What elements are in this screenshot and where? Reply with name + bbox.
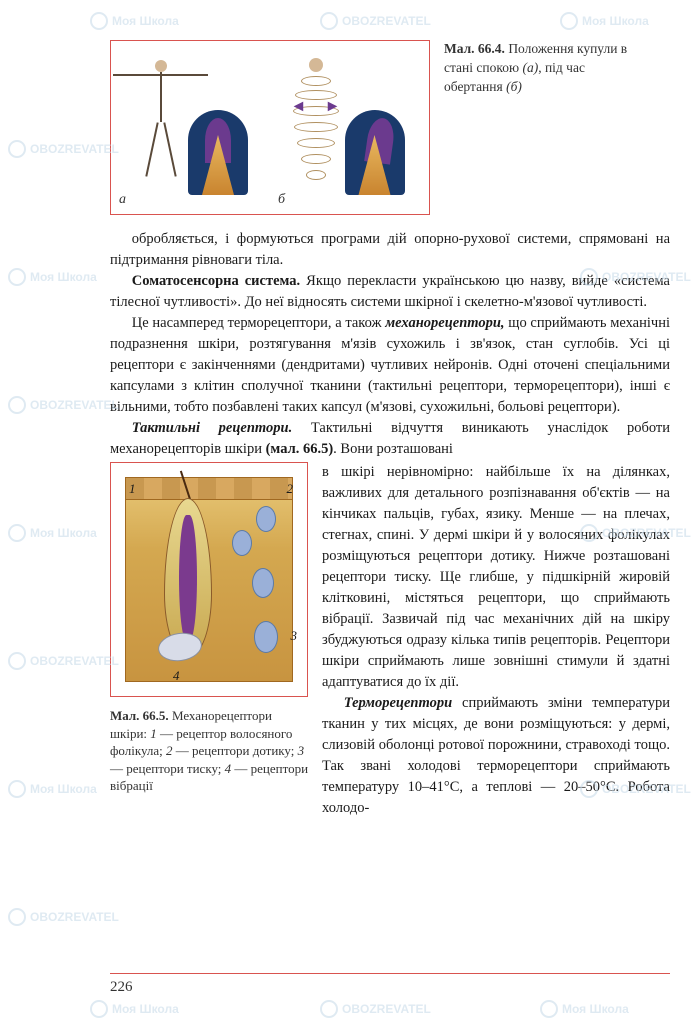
figure-panel-a: а	[111, 41, 270, 214]
figure-66-5-caption: Мал. 66.5. Механорецептори шкіри: 1 — ре…	[110, 707, 310, 795]
panel-label-b: б	[278, 192, 285, 208]
two-column-section: 1 2 3 4 Мал. 66.5. Механорецептори шкіри…	[110, 462, 670, 819]
paragraph-5: Терморецептори сприймають зміни температ…	[322, 693, 670, 819]
page-number: 226	[110, 979, 133, 996]
skin-label-4: 4	[173, 668, 180, 684]
body-text: обробляється, і формуються програми дій …	[110, 229, 670, 460]
figure-66-4-caption: Мал. 66.4. Положення купули в стані спок…	[444, 40, 644, 215]
left-column: 1 2 3 4 Мал. 66.5. Механорецептори шкіри…	[110, 462, 310, 819]
figure-panel-b: ◄ ► б	[270, 41, 429, 214]
paragraph-1: обробляється, і формуються програми дій …	[110, 229, 670, 271]
figure-66-4: а ◄ ►	[110, 40, 670, 215]
skin-label-2: 2	[287, 481, 294, 497]
skin-label-3: 3	[291, 628, 298, 644]
skin-label-1: 1	[129, 481, 136, 497]
paragraph-4-intro: Тактильні рецептори. Тактильні відчуття …	[110, 418, 670, 460]
paragraph-3: Це насамперед терморецептори, а також ме…	[110, 313, 670, 418]
panel-label-a: а	[119, 192, 126, 208]
paragraph-4-body: в шкірі нерівномірно: найбільше їх на ді…	[322, 462, 670, 693]
page-content: а ◄ ►	[110, 40, 670, 819]
figure-66-5-image: 1 2 3 4	[110, 462, 308, 697]
figure-66-4-image: а ◄ ►	[110, 40, 430, 215]
paragraph-2: Соматосенсорна система. Якщо перекласти …	[110, 271, 670, 313]
page-rule	[110, 973, 670, 974]
right-column: в шкірі нерівномірно: найбільше їх на ді…	[322, 462, 670, 819]
